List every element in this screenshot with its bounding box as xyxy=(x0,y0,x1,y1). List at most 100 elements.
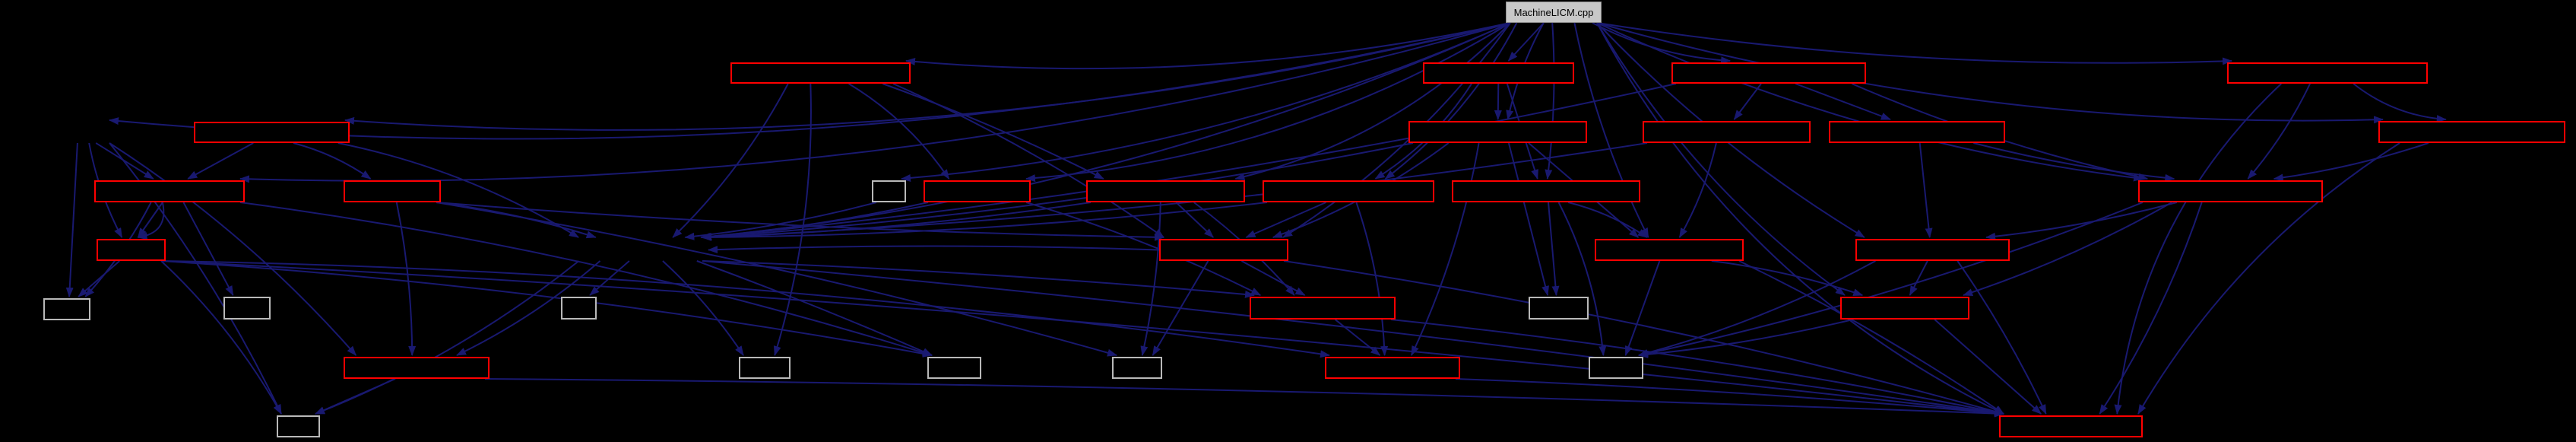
hidden-node-h1 xyxy=(46,122,114,143)
dependency-edge xyxy=(589,260,630,296)
dependency-edge xyxy=(1573,22,1649,238)
dependency-edge xyxy=(2114,83,2282,415)
dependency-edge xyxy=(2273,142,2429,182)
include-node-r5[interactable] xyxy=(194,122,350,143)
dependency-edge xyxy=(702,202,1092,241)
include-node-r17[interactable] xyxy=(97,239,166,261)
dependency-edge xyxy=(78,260,120,297)
dependency-edge xyxy=(1025,22,1511,183)
dependency-edge xyxy=(293,142,372,180)
dependency-edge xyxy=(1390,319,2004,416)
dependency-edge xyxy=(436,202,1117,357)
dependency-edge xyxy=(187,142,254,180)
include-node-r19[interactable] xyxy=(1595,239,1744,261)
include-node-g2[interactable] xyxy=(43,298,90,320)
dependency-edge xyxy=(182,202,234,296)
include-node-g8[interactable] xyxy=(1589,357,1643,379)
dependency-edge xyxy=(2353,83,2447,123)
include-node-r15[interactable] xyxy=(1452,180,1640,202)
dependency-edge xyxy=(65,142,78,297)
dependency-edge xyxy=(1624,260,1661,356)
dependency-edge xyxy=(702,83,1677,240)
dependency-edge xyxy=(484,378,2004,418)
include-node-r25[interactable] xyxy=(1999,415,2143,437)
dependency-edge xyxy=(109,142,282,415)
dependency-edge xyxy=(456,260,601,356)
include-node-r11[interactable] xyxy=(344,180,441,202)
dependency-edge xyxy=(901,22,1511,182)
include-node-r1[interactable] xyxy=(730,62,911,84)
include-node-g10[interactable] xyxy=(277,415,320,437)
include-node-g6[interactable] xyxy=(927,357,981,379)
dependency-edge xyxy=(2247,83,2311,180)
dependency-edge xyxy=(1175,202,1214,238)
include-node-r23[interactable] xyxy=(344,357,490,379)
dependency-edge xyxy=(1283,260,2004,415)
dependency-edge xyxy=(1282,22,1511,238)
hidden-node-h2 xyxy=(574,239,707,261)
dependency-edge xyxy=(848,83,950,180)
include-node-r22[interactable] xyxy=(1840,297,1969,320)
dependency-edge xyxy=(1557,202,1607,356)
include-node-r4[interactable] xyxy=(2227,62,2428,84)
include-node-r7[interactable] xyxy=(1643,121,1811,143)
include-node-r24[interactable] xyxy=(1325,357,1460,379)
dependency-edge xyxy=(1355,202,1389,356)
graph-root-node[interactable]: MachineLICM.cpp xyxy=(1506,2,1602,23)
dependency-edge xyxy=(1234,22,1511,181)
dependency-edge xyxy=(1410,142,1480,356)
dependency-edge xyxy=(1548,202,1560,296)
dependency-edge xyxy=(892,83,1164,238)
dependency-edge xyxy=(1494,83,1502,120)
include-node-r3[interactable] xyxy=(1671,62,1866,84)
include-node-r20[interactable] xyxy=(1855,239,2010,261)
dependency-edge xyxy=(395,202,417,356)
dependency-edge xyxy=(1596,22,2232,65)
dependency-edge xyxy=(315,378,396,415)
dependency-edge xyxy=(1596,22,2004,415)
include-node-r13[interactable] xyxy=(1086,180,1245,202)
include-node-r14[interactable] xyxy=(1263,180,1434,202)
include-node-g1[interactable] xyxy=(872,180,906,202)
dependency-edge xyxy=(1638,319,1853,358)
dependency-edge xyxy=(1678,142,1717,238)
dependency-edge xyxy=(1973,142,2175,182)
dependency-edge xyxy=(1596,22,2384,124)
dependency-edge xyxy=(773,83,812,356)
dependency-edge xyxy=(1909,260,1928,296)
dependency-edge xyxy=(1985,202,2178,240)
include-node-r2[interactable] xyxy=(1423,62,1574,84)
include-node-r10[interactable] xyxy=(94,180,245,202)
dependency-edge xyxy=(1738,260,2004,415)
include-node-g4[interactable] xyxy=(561,297,597,320)
dependency-edge xyxy=(708,245,1160,254)
dependency-edge xyxy=(160,260,933,358)
dependency-edge xyxy=(1507,142,1549,296)
include-node-r21[interactable] xyxy=(1250,297,1396,320)
dependency-edge xyxy=(2137,142,2400,415)
include-node-g9[interactable] xyxy=(1529,297,1589,320)
dependency-edge xyxy=(160,260,1330,358)
dependency-edge xyxy=(1384,22,1518,180)
include-node-g3[interactable] xyxy=(223,297,271,320)
include-node-r9[interactable] xyxy=(2378,121,2565,143)
include-node-g7[interactable] xyxy=(1112,357,1162,379)
dependency-edge xyxy=(882,83,1104,180)
dependency-edge xyxy=(700,202,929,240)
include-node-r16[interactable] xyxy=(2138,180,2323,202)
dependency-edge xyxy=(1240,260,1306,296)
dependency-edge xyxy=(1567,202,1648,238)
dependency-edge xyxy=(684,202,877,240)
include-node-g5[interactable] xyxy=(739,357,791,379)
dependency-edge xyxy=(662,260,744,356)
include-node-r8[interactable] xyxy=(1829,121,2005,143)
dependency-edge xyxy=(1545,22,1555,180)
include-node-r6[interactable] xyxy=(1408,121,1587,143)
dependency-edge xyxy=(905,22,1511,70)
include-node-r12[interactable] xyxy=(924,180,1031,202)
include-node-r18[interactable] xyxy=(1159,239,1288,261)
dependency-edge xyxy=(1733,83,1762,120)
dependency-edge xyxy=(1919,142,1933,238)
